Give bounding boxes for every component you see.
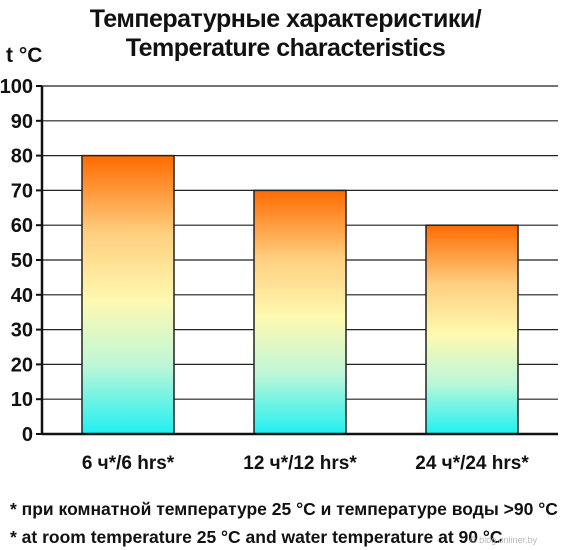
y-tick-label: 40 [11,285,33,307]
bar [425,224,519,435]
y-tick-label: 0 [22,424,33,446]
chart-title-ru: Температурные характеристики/ [89,5,482,33]
y-tick-label: 70 [11,180,33,202]
watermark: © blog.onliner.by [470,535,538,545]
y-tick-label: 90 [11,111,33,133]
y-axis-label: t °C [6,44,43,67]
bar [81,154,175,435]
x-tick-label: 24 ч*/24 hrs* [415,453,529,474]
y-tick-label: 50 [11,250,33,272]
footnote-ru: * при комнатной температуре 25 °C и темп… [10,499,558,519]
x-tick-label: 6 ч*/6 hrs* [82,453,175,474]
y-tick-label: 10 [11,389,33,411]
y-tick-label: 100 [0,76,33,98]
chart-title-en: Temperature characteristics [125,34,446,62]
y-tick-label: 20 [11,354,33,376]
y-tick-label: 80 [11,146,33,168]
x-tick-label: 12 ч*/12 hrs* [243,453,357,474]
y-tick-label: 30 [11,320,33,342]
footnote-en: * at room temperature 25 °C and water te… [10,527,503,547]
y-tick-label: 60 [11,215,33,237]
bar [253,189,347,435]
